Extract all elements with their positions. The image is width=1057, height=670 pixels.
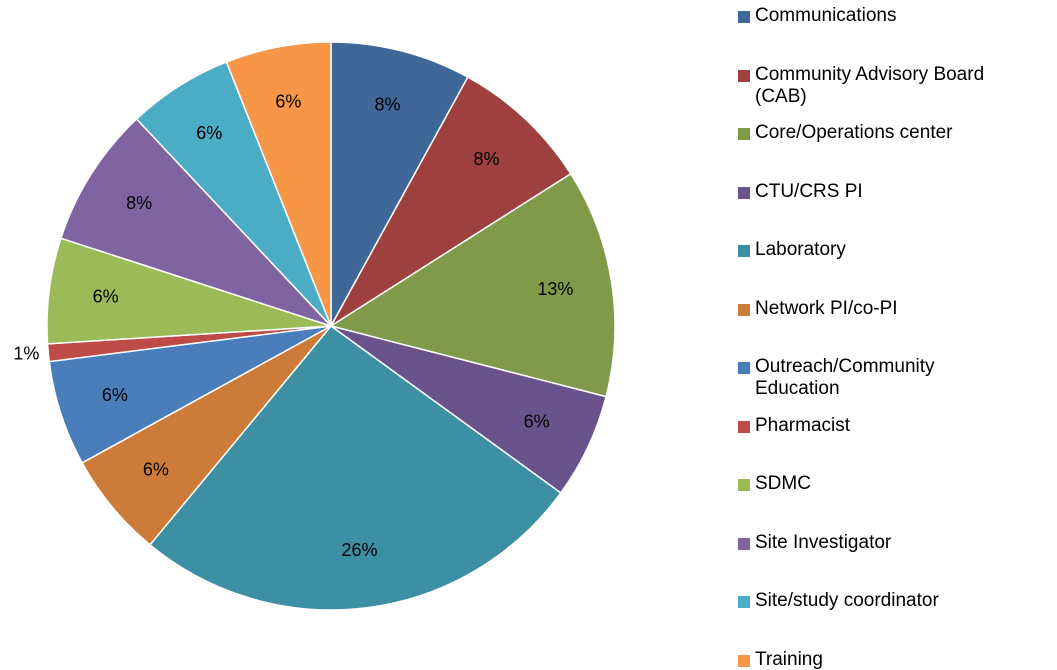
legend-swatch	[738, 245, 750, 257]
legend-item: SDMC	[738, 473, 1015, 495]
legend-swatch	[738, 362, 750, 374]
data-label: 1%	[13, 344, 39, 364]
data-label: 6%	[143, 460, 169, 480]
data-label: 8%	[374, 95, 400, 115]
legend-item: CTU/CRS PI	[738, 181, 1015, 203]
data-label: 13%	[537, 279, 573, 299]
legend-swatch	[738, 303, 750, 316]
legend-label: Communications	[755, 5, 897, 26]
data-label: 6%	[196, 123, 222, 143]
legend-item: Communications	[738, 5, 1015, 27]
pie-slice	[148, 324, 562, 611]
legend-swatch	[738, 654, 750, 667]
pie-slice	[59, 117, 332, 327]
legend-swatch	[738, 537, 750, 550]
legend-label: CTU/CRS PI	[755, 180, 863, 202]
legend-item: Community Advisory Board (CAB)	[738, 64, 1015, 108]
data-label: 6%	[102, 385, 128, 405]
legend-label: Site Investigator	[755, 531, 892, 553]
data-label: 8%	[126, 193, 152, 213]
legend-swatch	[738, 186, 750, 199]
legend-label: Site/study coordinator	[755, 590, 939, 611]
data-label: 26%	[341, 540, 377, 560]
legend-label: Training	[755, 648, 823, 670]
legend-swatch	[738, 69, 750, 82]
legend-swatch	[738, 11, 750, 23]
data-label: 6%	[275, 92, 301, 112]
legend-swatch	[738, 128, 750, 140]
data-label: 6%	[524, 411, 550, 431]
legend-label: Network PI/co-PI	[755, 297, 898, 319]
legend-label: Laboratory	[755, 239, 846, 260]
legend-item: Pharmacist	[738, 415, 1015, 437]
legend-swatch	[738, 596, 750, 608]
legend-item: Site/study coordinator	[738, 590, 1015, 612]
pie-slice	[330, 76, 572, 327]
legend-label: Outreach/Community Education	[755, 356, 935, 399]
data-label: 6%	[93, 286, 119, 306]
legend-label: SDMC	[755, 473, 811, 494]
legend-label: Core/Operations center	[755, 122, 953, 143]
data-label: 8%	[474, 149, 500, 169]
legend-item: Training	[738, 649, 1015, 670]
legend-item: Site Investigator	[738, 532, 1015, 554]
legend-label: Community Advisory Board (CAB)	[755, 63, 985, 107]
legend-item: Outreach/Community Education	[738, 356, 1015, 400]
legend-swatch	[738, 479, 750, 491]
pie-slice	[329, 172, 616, 398]
legend-item: Core/Operations center	[738, 122, 1015, 144]
legend-label: Pharmacist	[755, 414, 851, 436]
pie-area: 8% 8% 13% 6% 26% 6% 6% 1% 6% 8% 6% 6%	[13, 41, 616, 611]
legend-item: Network PI/co-PI	[738, 298, 1015, 320]
legend-item: Laboratory	[738, 239, 1015, 261]
pie-slice	[330, 41, 469, 327]
pie-slice	[225, 41, 332, 327]
legend-swatch	[738, 420, 750, 433]
